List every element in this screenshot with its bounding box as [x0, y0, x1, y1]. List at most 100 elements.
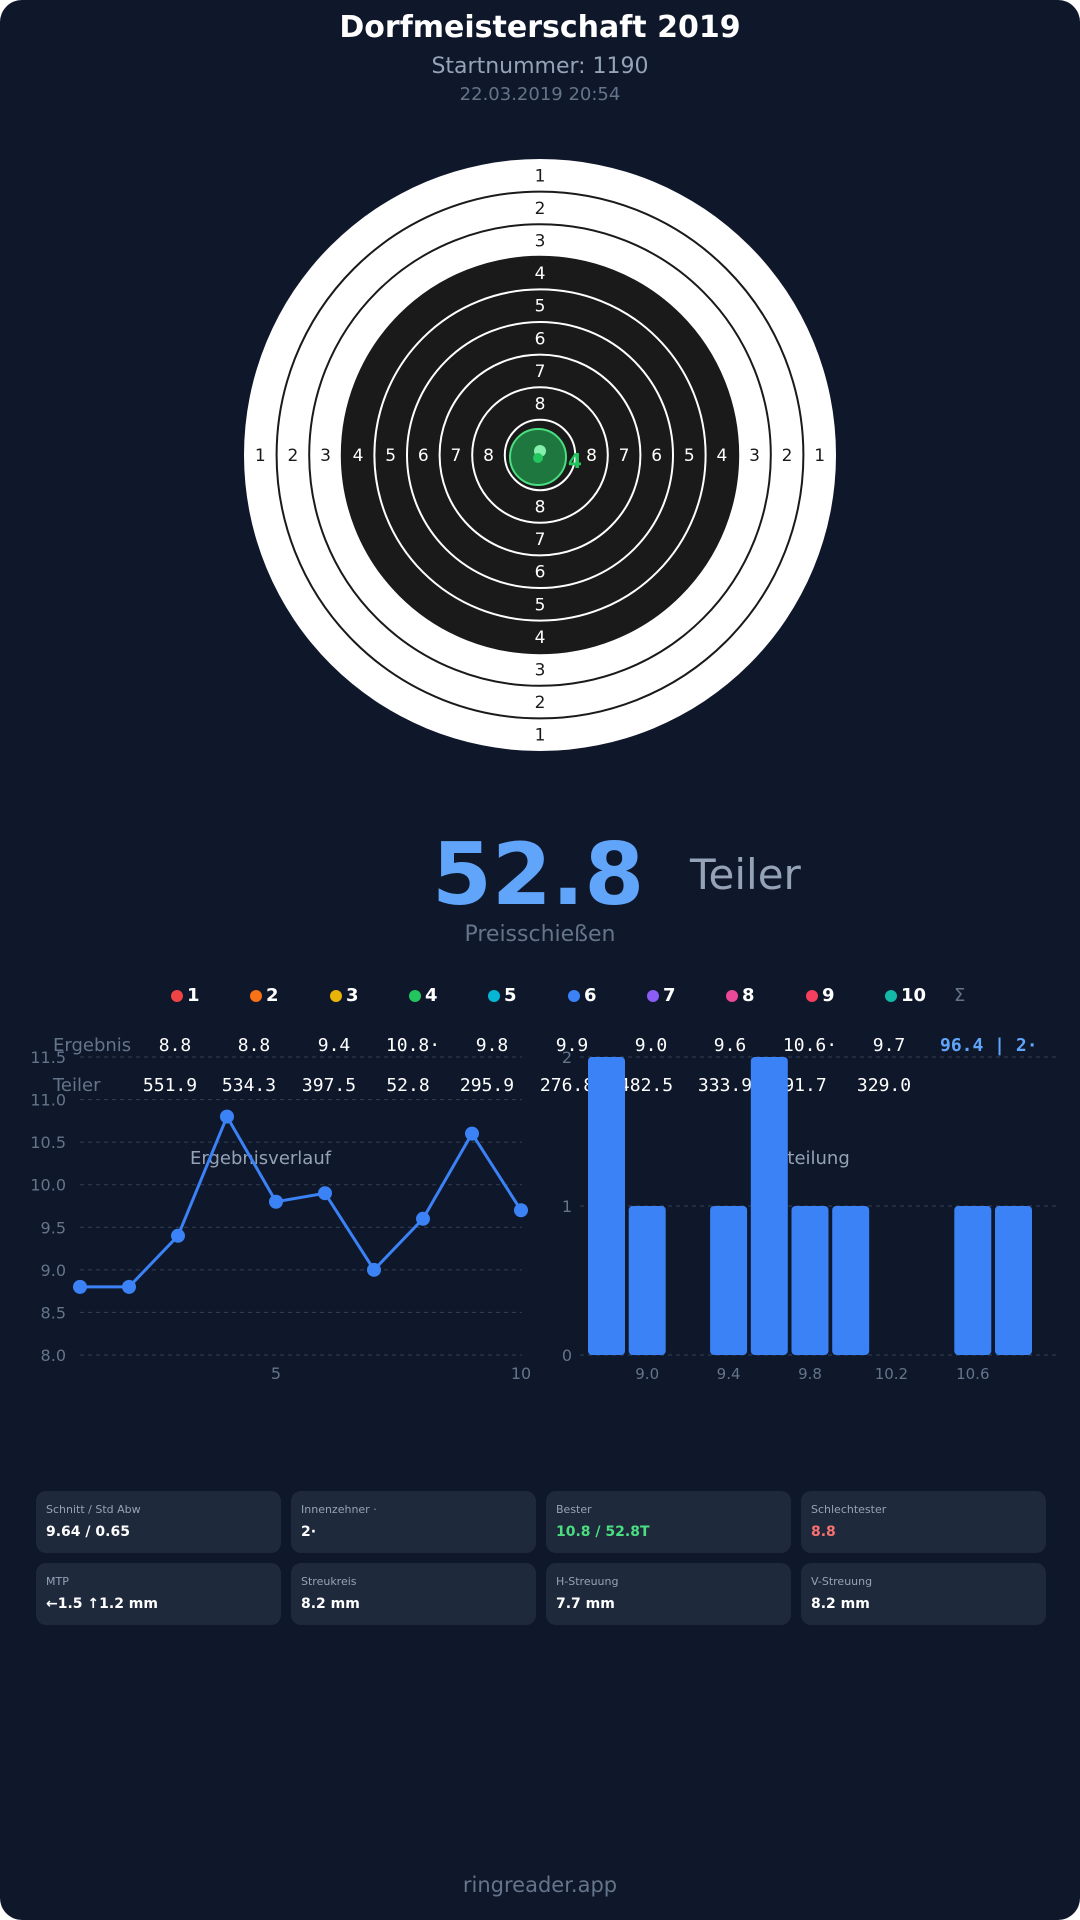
- y-tick-label: 11.0: [30, 1091, 66, 1110]
- shot-color-dot: [647, 989, 659, 1002]
- ring-label: 7: [535, 362, 546, 382]
- result-row-label: Ergebnis: [53, 1035, 132, 1056]
- stat-label: MTP: [46, 1575, 69, 1588]
- data-point: [416, 1211, 430, 1226]
- y-tick-label: 11.5: [30, 1048, 66, 1067]
- stat-value: 10.8 / 52.8T: [556, 1524, 650, 1540]
- ring-label: 3: [320, 446, 331, 466]
- shot-color-dot: [806, 989, 818, 1002]
- data-point: [73, 1279, 87, 1294]
- stat-label: V-Streuung: [811, 1575, 873, 1588]
- teiler-cell: 482.5: [618, 1075, 674, 1096]
- ring-label: 2: [287, 446, 298, 466]
- bar: [791, 1206, 829, 1355]
- shot-number: 5: [504, 985, 517, 1006]
- shot-header-2: 2: [250, 985, 279, 1006]
- stat-card: H-Streuung 7.7 mm: [546, 1563, 791, 1625]
- ring-label: 4: [353, 446, 364, 466]
- ring-label: 4: [535, 264, 546, 284]
- ring-label: 6: [535, 563, 546, 583]
- bar: [995, 1206, 1032, 1355]
- ring-label: 5: [535, 595, 546, 615]
- result-cell: 10.6·: [782, 1035, 838, 1056]
- ring-label: 4: [716, 446, 727, 466]
- teiler-row-label: Teiler: [53, 1075, 101, 1096]
- ring-label: 5: [684, 446, 695, 466]
- shot-color-dot: [726, 989, 738, 1002]
- teiler-cell: 91.7: [783, 1075, 827, 1096]
- y-tick-label: 8.5: [41, 1303, 66, 1322]
- target-ring-5: [373, 288, 707, 622]
- teiler-cell: 551.9: [142, 1075, 198, 1096]
- data-point: [514, 1203, 528, 1218]
- bar: [954, 1206, 992, 1355]
- shot-header-7: 7: [647, 985, 676, 1006]
- shot-header-5: 5: [488, 985, 517, 1006]
- stat-label: H-Streuung: [556, 1575, 619, 1588]
- start-number: Startnummer: 1190: [431, 54, 649, 79]
- line-chart: 8.0 8.5 9.0 9.5 10.0 10.5 11.0 11.5 5 10: [30, 1048, 531, 1380]
- teiler-cell: 295.9: [459, 1075, 515, 1096]
- stat-card: Innenzehner · 2·: [291, 1491, 536, 1553]
- shot-header-10: 10: [885, 985, 926, 1006]
- y-tick-label: 9.5: [41, 1218, 66, 1237]
- target-ring-8: [471, 386, 609, 524]
- bar: [750, 1057, 788, 1355]
- ring-label: 7: [619, 446, 630, 466]
- y-tick-label: 1: [562, 1197, 572, 1216]
- sum-header: Σ: [954, 985, 966, 1006]
- shot-header-3: 3: [330, 985, 359, 1006]
- y-tick-label: 10.0: [30, 1176, 66, 1195]
- shot-color-dot: [330, 989, 342, 1002]
- stat-label: Streukreis: [301, 1575, 357, 1588]
- teiler-cell: 329.0: [856, 1075, 912, 1096]
- x-tick-label: 9.4: [717, 1365, 741, 1380]
- data-point: [171, 1228, 185, 1243]
- stat-card: Schlechtester 8.8: [801, 1491, 1046, 1553]
- shot-color-dot: [409, 989, 421, 1002]
- shot-header-4: 4: [409, 985, 438, 1006]
- timestamp: 22.03.2019 20:54: [459, 84, 621, 105]
- ring-label: 6: [651, 446, 662, 466]
- ring-label: 5: [385, 446, 396, 466]
- shot-header-1: 1: [171, 985, 200, 1006]
- bar-chart: 0 1 2 9.0 9.4 9.8 10.2 10.6: [562, 1048, 1060, 1380]
- result-cell: 9.6: [713, 1035, 747, 1056]
- x-tick-label: 9.8: [798, 1365, 822, 1380]
- bar: [588, 1057, 625, 1355]
- x-tick-label: 9.0: [635, 1365, 659, 1380]
- stat-value: 8.2 mm: [301, 1596, 360, 1612]
- series-line: [80, 1113, 523, 1289]
- discipline: Preisschießen: [464, 922, 616, 947]
- ring-label: 3: [535, 232, 546, 252]
- x-tick-label: 10: [511, 1364, 531, 1380]
- stat-value: 8.2 mm: [811, 1596, 870, 1612]
- stat-label: Innenzehner ·: [301, 1503, 377, 1516]
- result-cell: 9.9: [555, 1035, 589, 1056]
- result-cell: 9.8: [475, 1035, 509, 1056]
- y-tick-label: 2: [562, 1048, 572, 1067]
- teiler-value: 52.8: [432, 825, 645, 925]
- shot-header-9: 9: [806, 985, 835, 1006]
- ring-label: 6: [418, 446, 429, 466]
- stat-card: V-Streuung 8.2 mm: [801, 1563, 1046, 1625]
- shot-number: 10: [901, 985, 927, 1006]
- event-title: Dorfmeisterschaft 2019: [339, 10, 741, 45]
- shot-color-dot: [171, 989, 183, 1002]
- data-point: [220, 1109, 234, 1124]
- bar: [628, 1206, 666, 1355]
- shot-color-dot: [885, 989, 897, 1002]
- shot-number: 7: [663, 985, 676, 1006]
- y-tick-label: 9.0: [41, 1261, 66, 1280]
- shot-number: 9: [822, 985, 835, 1006]
- ring-label: 1: [255, 446, 266, 466]
- shot-number: 1: [187, 985, 200, 1006]
- shot-number: 6: [584, 985, 597, 1006]
- footer-link[interactable]: ringreader.app: [462, 1873, 618, 1897]
- ring-label: 1: [535, 726, 546, 746]
- shot-color-dot: [250, 989, 262, 1002]
- stat-label: Schlechtester: [811, 1503, 887, 1516]
- stat-card: Bester 10.8 / 52.8T: [546, 1491, 791, 1553]
- shot-header-8: 8: [726, 985, 755, 1006]
